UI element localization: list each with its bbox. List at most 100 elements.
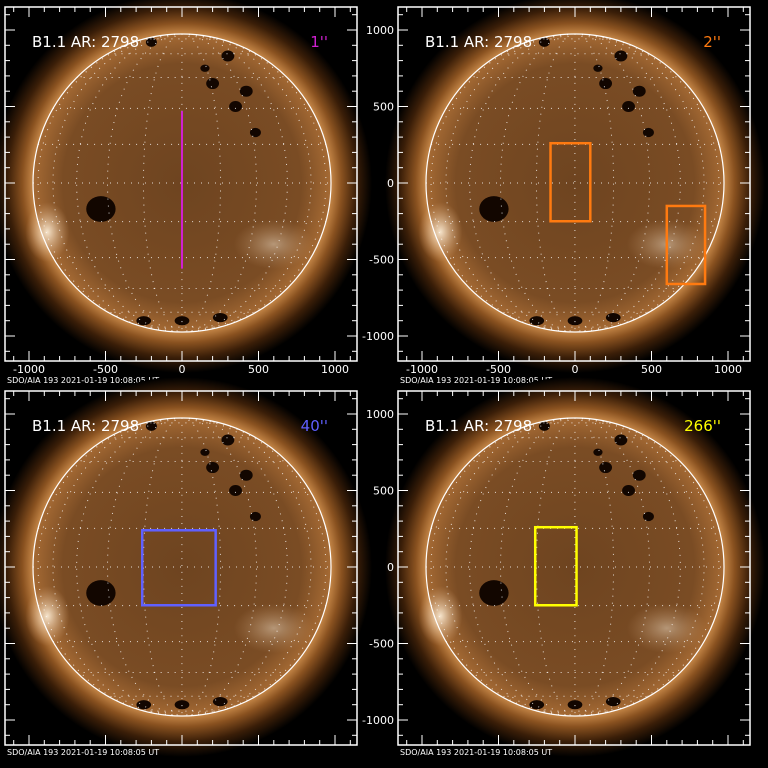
dark-region: [212, 697, 228, 707]
limb-circle: [32, 417, 332, 717]
dark-region: [221, 50, 235, 62]
panel-label: B1.1 AR: 2798: [425, 33, 532, 51]
field-of-view-box: [665, 204, 707, 286]
limb-circle: [425, 417, 725, 717]
dark-region: [642, 511, 654, 522]
bright-region: [233, 219, 314, 270]
dark-region: [642, 127, 654, 138]
dark-region: [239, 469, 253, 481]
x-tick-label: 0: [572, 363, 579, 376]
panel-3: B1.1 AR: 2798 40'' SDO/AIA 193 2021-01-19 …: [0, 377, 372, 757]
bright-region: [418, 585, 463, 646]
y-tick-label: -500: [369, 254, 394, 267]
bright-region: [25, 201, 70, 262]
longitude-gridline: [469, 33, 576, 333]
longitude-gridline: [76, 417, 183, 717]
bright-region: [418, 201, 463, 262]
y-tick-label: -1000: [362, 330, 394, 343]
plot-frame: [4, 390, 358, 746]
dark-region: [479, 580, 509, 606]
dark-region: [174, 316, 190, 326]
resolution-label: 40'': [301, 417, 328, 435]
dark-region: [593, 448, 603, 456]
dark-region: [249, 511, 261, 522]
plot-frame: [397, 6, 751, 362]
dark-region: [614, 434, 628, 446]
dark-region: [206, 462, 220, 474]
dark-region: [212, 313, 228, 323]
sun-disk: [33, 418, 331, 716]
dark-region: [86, 580, 116, 606]
y-tick-label: 1000: [366, 24, 394, 37]
dark-region: [239, 85, 253, 97]
footer-text: SDO/AIA 193 2021-01-19 10:08:05 UT: [7, 748, 159, 757]
y-tick-label: 500: [373, 485, 394, 498]
x-tick-label: 500: [248, 363, 269, 376]
dark-region: [567, 316, 583, 326]
dark-region: [136, 700, 152, 710]
limb-circle: [32, 33, 332, 333]
field-of-view-box: [140, 529, 217, 607]
x-tick-label: -1000: [406, 363, 438, 376]
resolution-label: 1'': [310, 33, 328, 51]
longitude-gridline: [181, 33, 288, 333]
longitude-gridline: [76, 33, 183, 333]
dark-region: [479, 196, 509, 222]
sun-disk: [426, 418, 724, 716]
x-tick-label: -500: [486, 363, 511, 376]
dark-region: [249, 127, 261, 138]
dark-region: [145, 421, 157, 431]
resolution-label: 266'': [684, 417, 721, 435]
dark-region: [614, 50, 628, 62]
panel-2: B1.1 AR: 2798 2'' SDO/AIA 193 2021-01-19 1…: [362, 0, 765, 385]
dark-region: [200, 64, 210, 72]
y-tick-label: 0: [387, 177, 394, 190]
plot-frame: [397, 390, 751, 746]
field-of-view-box: [549, 141, 592, 223]
x-tick-label: 1000: [321, 363, 349, 376]
dark-region: [86, 196, 116, 222]
longitude-gridline: [574, 417, 681, 717]
dark-region: [529, 316, 545, 326]
panel-label: B1.1 AR: 2798: [425, 417, 532, 435]
dark-region: [622, 484, 635, 497]
dark-region: [605, 313, 621, 323]
y-tick-label: 500: [373, 101, 394, 114]
footer-text: SDO/AIA 193 2021-01-19 10:08:05 UT: [400, 376, 552, 385]
longitude-gridline: [181, 417, 288, 717]
dark-region: [174, 700, 190, 710]
dark-region: [221, 434, 235, 446]
panel-label: B1.1 AR: 2798: [32, 417, 139, 435]
resolution-label: 2'': [703, 33, 721, 51]
y-tick-label: -1000: [362, 714, 394, 727]
dark-region: [632, 85, 646, 97]
dark-region: [567, 700, 583, 710]
panel-4: B1.1 AR: 2798 266'' SDO/AIA 193 2021-01-19…: [362, 377, 765, 757]
sun-disk: [426, 34, 724, 332]
dark-region: [622, 100, 635, 113]
dark-region: [229, 484, 242, 497]
dark-region: [605, 697, 621, 707]
y-tick-label: 1000: [366, 408, 394, 421]
dark-region: [136, 316, 152, 326]
x-tick-label: 500: [641, 363, 662, 376]
panel-label: B1.1 AR: 2798: [32, 33, 139, 51]
dark-region: [529, 700, 545, 710]
dark-region: [632, 469, 646, 481]
dark-region: [538, 421, 550, 431]
dark-region: [593, 64, 603, 72]
bright-region: [25, 585, 70, 646]
limb-circle: [425, 33, 725, 333]
field-of-view-box: [533, 525, 578, 607]
footer-text: SDO/AIA 193 2021-01-19 10:08:05 UT: [7, 376, 159, 385]
plot-frame: [4, 6, 358, 362]
dark-region: [200, 448, 210, 456]
x-tick-label: -1000: [13, 363, 45, 376]
dark-region: [538, 37, 550, 47]
bright-region: [233, 603, 314, 654]
dark-region: [206, 78, 220, 90]
x-tick-label: 1000: [714, 363, 742, 376]
bright-region: [626, 603, 707, 654]
x-tick-label: 0: [179, 363, 186, 376]
